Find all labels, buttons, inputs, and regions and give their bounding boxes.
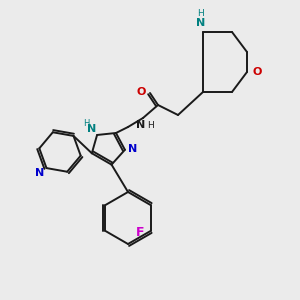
Text: N: N: [35, 168, 44, 178]
Text: F: F: [136, 226, 145, 238]
Text: N: N: [128, 144, 137, 154]
Text: N: N: [196, 18, 206, 28]
Text: O: O: [136, 87, 146, 97]
Text: H: H: [147, 121, 153, 130]
Text: H: H: [83, 119, 89, 128]
Text: H: H: [198, 10, 204, 19]
Text: N: N: [136, 120, 146, 130]
Text: N: N: [87, 124, 97, 134]
Text: O: O: [252, 67, 262, 77]
